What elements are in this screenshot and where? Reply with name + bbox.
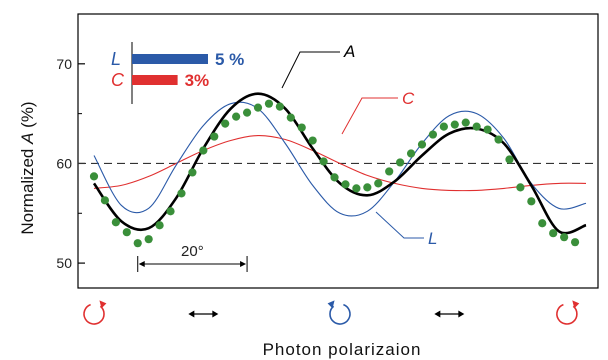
data-point <box>155 221 164 230</box>
data-point <box>308 136 317 145</box>
legend-value-C: 3% <box>185 71 210 90</box>
data-point <box>286 113 295 122</box>
label-leader-A <box>281 51 340 89</box>
label-leader-L <box>375 211 424 239</box>
data-point <box>166 207 175 216</box>
counterclockwise-polarization-icon <box>329 303 351 325</box>
data-point <box>549 229 558 238</box>
annotation-arrow-left <box>138 261 145 267</box>
data-point <box>341 180 350 189</box>
data-point <box>494 135 503 144</box>
x-axis-title: Photon polarizaion <box>263 340 422 359</box>
polarization-symbols <box>83 300 580 325</box>
data-point <box>177 189 186 198</box>
legend: L 5 % C 3% <box>111 42 244 104</box>
data-point <box>406 149 416 158</box>
curve-label-L: L <box>428 229 437 248</box>
linear-arrowhead-left <box>188 310 195 318</box>
circular-arrowhead <box>327 300 335 309</box>
linear-arrowhead-right <box>458 310 465 318</box>
data-point <box>232 112 241 121</box>
y-tick-label: 60 <box>56 155 72 171</box>
series-C-line <box>93 135 587 192</box>
linear-arrowhead-left <box>434 310 441 318</box>
label-leader-C <box>341 97 398 135</box>
data-point <box>505 155 514 164</box>
data-point <box>396 158 405 167</box>
y-tick-label: 50 <box>56 255 72 271</box>
data-point <box>428 130 438 139</box>
series-A-line <box>92 92 587 235</box>
data-point <box>133 239 142 248</box>
data-point <box>100 196 110 205</box>
data-point <box>560 233 569 242</box>
data-point <box>363 183 372 192</box>
curve-label-C: C <box>402 89 415 108</box>
circular-arrowhead <box>572 300 580 309</box>
data-point <box>275 102 284 111</box>
data-point <box>89 172 99 181</box>
clockwise-polarization-icon <box>556 303 578 325</box>
data-point <box>461 118 470 127</box>
data-point <box>242 108 252 117</box>
legend-bar-L <box>132 54 208 64</box>
data-point <box>516 183 525 192</box>
data-point <box>483 125 492 134</box>
data-point <box>199 146 208 155</box>
curve-labels: A C L <box>281 42 437 248</box>
annotation-arrow-right <box>240 261 247 267</box>
data-point <box>472 122 481 131</box>
data-point <box>439 122 448 131</box>
data-point <box>385 167 394 176</box>
legend-letter-L: L <box>111 49 121 69</box>
data-point <box>352 184 361 193</box>
plot-frame <box>77 13 599 289</box>
data-point <box>527 197 536 206</box>
linear-arrowhead-right <box>212 310 219 318</box>
data-point <box>253 103 263 112</box>
legend-letter-C: C <box>111 70 125 90</box>
data-point <box>450 120 459 129</box>
curve-label-A: A <box>343 42 355 61</box>
data-point <box>374 179 383 188</box>
plot-border <box>77 13 599 289</box>
data-point <box>144 235 153 244</box>
data-point <box>264 99 274 108</box>
data-point <box>188 168 197 177</box>
data-point <box>122 228 131 237</box>
data-point <box>570 238 580 247</box>
y-axis: 50 60 70 <box>56 13 85 271</box>
y-axis-title: Normalized A (%) <box>18 101 37 234</box>
data-point <box>417 140 427 149</box>
angle-annotation: 20° <box>137 243 248 272</box>
data-point <box>330 173 339 182</box>
data-point <box>210 132 219 141</box>
legend-value-L: 5 % <box>215 50 244 69</box>
data-point <box>221 119 230 128</box>
curves <box>92 92 587 235</box>
series-L-line <box>93 101 587 217</box>
data-point <box>297 123 306 132</box>
data-point <box>319 157 328 166</box>
data-points <box>89 99 580 248</box>
legend-bar-C <box>132 75 178 85</box>
data-point <box>111 218 120 227</box>
data-point <box>538 219 547 228</box>
clockwise-polarization-icon <box>83 303 105 325</box>
y-tick-label: 70 <box>56 56 72 72</box>
circular-arrowhead <box>99 300 107 309</box>
annotation-label: 20° <box>181 243 204 260</box>
